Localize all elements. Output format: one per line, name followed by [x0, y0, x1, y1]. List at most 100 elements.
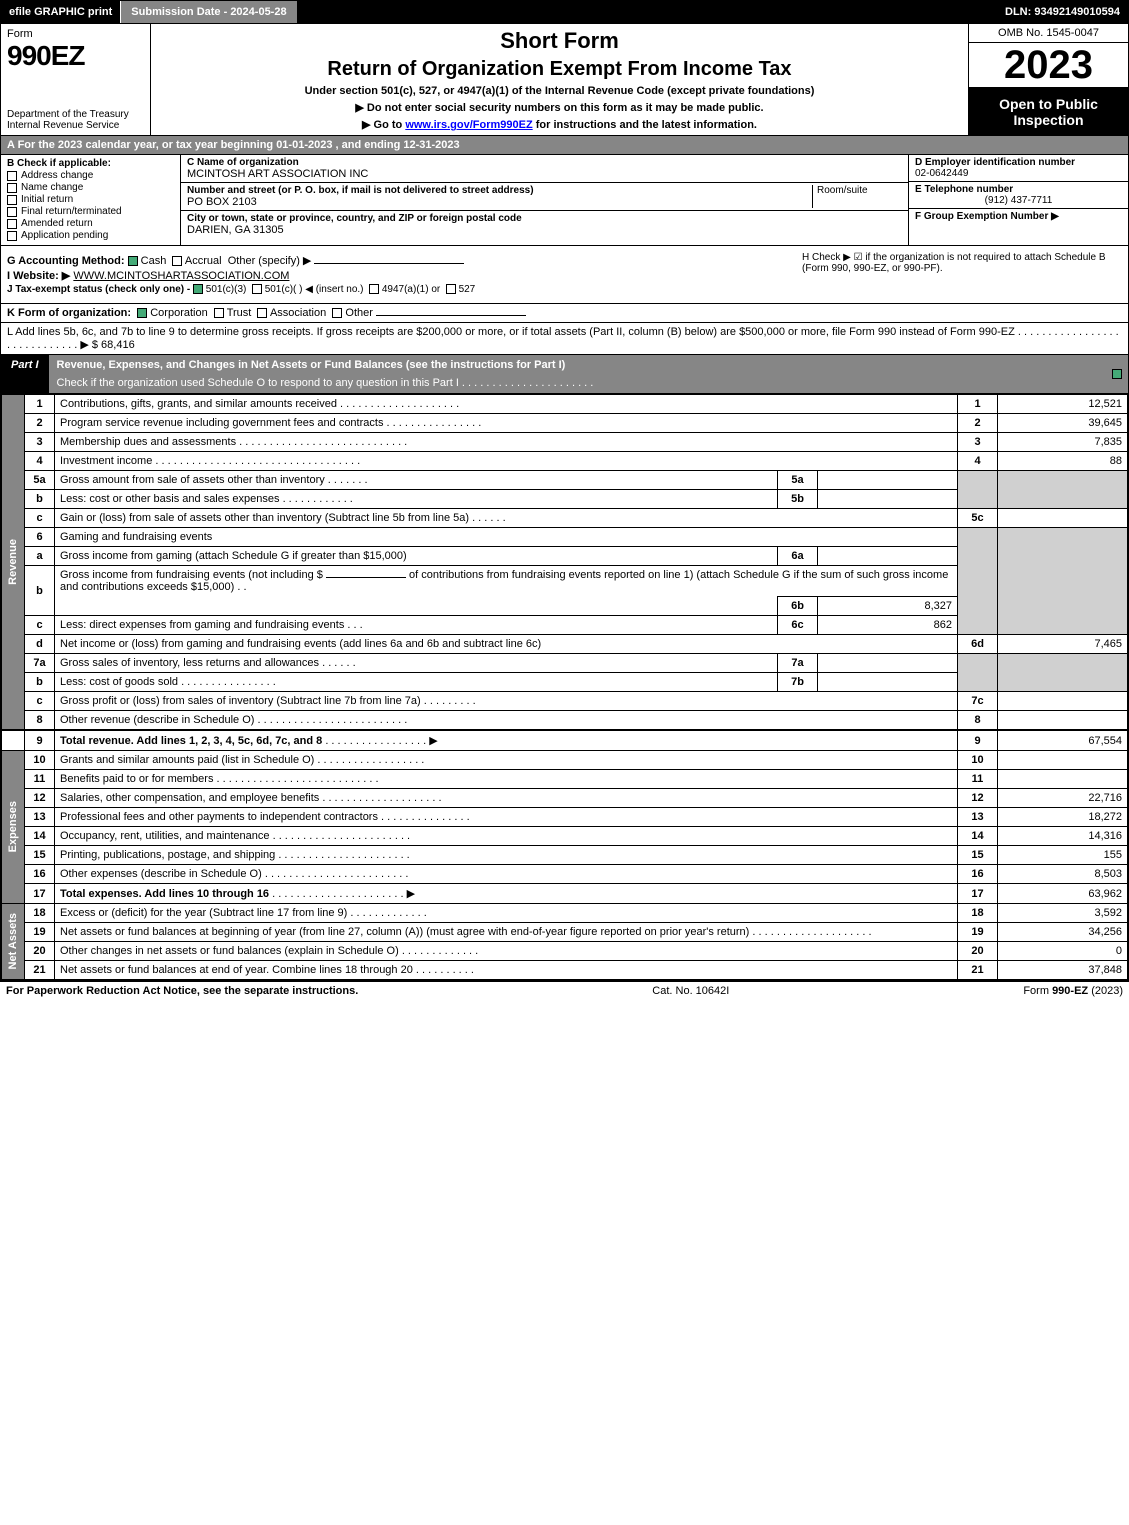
header-left: Form 990EZ Department of the Treasury In… — [1, 24, 151, 135]
footer-right-bold: 990-EZ — [1052, 985, 1088, 997]
line-midval — [818, 471, 958, 490]
checkbox-cash[interactable] — [128, 256, 138, 266]
b-item: Initial return — [21, 194, 73, 205]
checkbox-application-pending[interactable] — [7, 231, 17, 241]
short-form-title: Short Form — [159, 28, 960, 54]
line-rval: 7,465 — [998, 635, 1128, 654]
line-desc: Membership dues and assessments . . . . … — [55, 433, 958, 452]
line-desc: Contributions, gifts, grants, and simila… — [55, 395, 958, 414]
line-desc: Grants and similar amounts paid (list in… — [55, 751, 958, 770]
goto-instructions: ▶ Go to www.irs.gov/Form990EZ for instru… — [159, 118, 960, 131]
line-rnum: 18 — [958, 904, 998, 923]
line-rval: 39,645 — [998, 414, 1128, 433]
checkbox-501c[interactable] — [252, 284, 262, 294]
submission-date: Submission Date - 2024-05-28 — [121, 1, 296, 23]
line-rnum: 11 — [958, 770, 998, 789]
line-rnum: 8 — [958, 711, 998, 731]
line-rval: 34,256 — [998, 923, 1128, 942]
k-assoc: Association — [270, 307, 326, 319]
b-item: Amended return — [21, 218, 93, 229]
line-rval — [998, 509, 1128, 528]
other-specify-input[interactable] — [314, 263, 464, 264]
line-num: 4 — [25, 452, 55, 471]
checkbox-527[interactable] — [446, 284, 456, 294]
line-rnum: 17 — [958, 884, 998, 904]
line-num: 18 — [25, 904, 55, 923]
checkbox-corporation[interactable] — [137, 308, 147, 318]
line-num: 11 — [25, 770, 55, 789]
accrual-label: Accrual — [185, 255, 222, 267]
footer-right: Form 990-EZ (2023) — [1023, 985, 1123, 997]
line-midnum: 5a — [778, 471, 818, 490]
line-num: c — [25, 509, 55, 528]
line-rnum: 3 — [958, 433, 998, 452]
goto-link[interactable]: www.irs.gov/Form990EZ — [405, 119, 532, 131]
checkbox-4947[interactable] — [369, 284, 379, 294]
checkbox-amended-return[interactable] — [7, 219, 17, 229]
g-acct-label: G Accounting Method: — [7, 255, 125, 267]
k-form-of-org: K Form of organization: Corporation Trus… — [0, 304, 1129, 323]
c-street-label: Number and street (or P. O. box, if mail… — [187, 185, 812, 196]
checkbox-association[interactable] — [257, 308, 267, 318]
website-value[interactable]: WWW.MCINTOSHARTASSOCIATION.COM — [73, 270, 289, 282]
g-h-row: G Accounting Method: Cash Accrual Other … — [0, 246, 1129, 304]
checkbox-schedule-o-used[interactable] — [1112, 369, 1122, 379]
line-rnum: 4 — [958, 452, 998, 471]
checkbox-address-change[interactable] — [7, 171, 17, 181]
line-num: 1 — [25, 395, 55, 414]
line-midval — [818, 654, 958, 673]
checkbox-initial-return[interactable] — [7, 195, 17, 205]
grey-cell — [958, 654, 998, 692]
department-label: Department of the Treasury Internal Reve… — [7, 109, 144, 131]
line-midnum: 6c — [778, 616, 818, 635]
section-a-tax-year: A For the 2023 calendar year, or tax yea… — [0, 136, 1129, 155]
org-name: MCINTOSH ART ASSOCIATION INC — [187, 168, 902, 180]
k-corp: Corporation — [150, 307, 207, 319]
line-rnum: 20 — [958, 942, 998, 961]
form-label: Form — [7, 28, 144, 40]
line-desc: Salaries, other compensation, and employ… — [55, 789, 958, 808]
line-num: a — [25, 547, 55, 566]
line-desc: Occupancy, rent, utilities, and maintena… — [55, 827, 958, 846]
net-assets-side-label: Net Assets — [2, 904, 25, 980]
line-num: c — [25, 692, 55, 711]
line-midval — [818, 547, 958, 566]
topbar-fill — [297, 1, 997, 23]
website-label: I Website: ▶ — [7, 270, 70, 282]
line-desc: Total revenue. Add lines 1, 2, 3, 4, 5c,… — [55, 730, 958, 751]
line-desc: Less: cost or other basis and sales expe… — [55, 490, 778, 509]
bcd-row: B Check if applicable: Address change Na… — [0, 155, 1129, 246]
grey-cell — [998, 654, 1128, 692]
checkbox-accrual[interactable] — [172, 256, 182, 266]
g-accounting-method: G Accounting Method: Cash Accrual Other … — [7, 254, 802, 267]
te-501c: 501(c)( ) ◀ (insert no.) — [265, 284, 364, 295]
page-footer: For Paperwork Reduction Act Notice, see … — [0, 981, 1129, 1000]
line-num: b — [25, 490, 55, 509]
omb-number: OMB No. 1545-0047 — [969, 24, 1128, 43]
part-1-title: Revenue, Expenses, and Changes in Net As… — [49, 355, 1112, 375]
line-6b-blank[interactable] — [326, 577, 406, 578]
line-num: 14 — [25, 827, 55, 846]
line-rval: 37,848 — [998, 961, 1128, 980]
efile-print-button[interactable]: efile GRAPHIC print — [1, 1, 121, 23]
line-num: 20 — [25, 942, 55, 961]
line-desc: Net assets or fund balances at beginning… — [55, 923, 958, 942]
form-header: Form 990EZ Department of the Treasury In… — [0, 24, 1129, 136]
ein-value: 02-0642449 — [915, 168, 1122, 179]
checkbox-final-return[interactable] — [7, 207, 17, 217]
line-num: 5a — [25, 471, 55, 490]
line-rval: 67,554 — [998, 730, 1128, 751]
other-org-input[interactable] — [376, 315, 526, 316]
line-rnum: 14 — [958, 827, 998, 846]
checkbox-501c3[interactable] — [193, 284, 203, 294]
te-527: 527 — [459, 284, 476, 295]
checkbox-name-change[interactable] — [7, 183, 17, 193]
line-rval: 18,272 — [998, 808, 1128, 827]
line-desc: Gross sales of inventory, less returns a… — [55, 654, 778, 673]
dln-label: DLN: 93492149010594 — [997, 1, 1128, 23]
revenue-side-label: Revenue — [2, 395, 25, 731]
line-rnum: 13 — [958, 808, 998, 827]
line-desc: Net income or (loss) from gaming and fun… — [55, 635, 958, 654]
checkbox-trust[interactable] — [214, 308, 224, 318]
checkbox-other-org[interactable] — [332, 308, 342, 318]
